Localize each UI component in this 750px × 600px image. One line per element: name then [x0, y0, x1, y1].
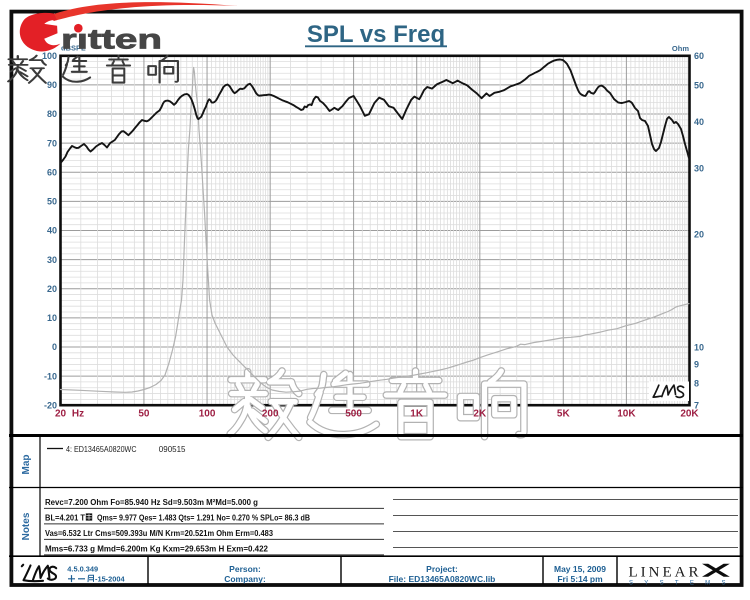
svg-text:70: 70	[47, 138, 57, 148]
svg-text:20K: 20K	[680, 409, 699, 420]
svg-text:LINEAR: LINEAR	[629, 564, 702, 580]
svg-text:10K: 10K	[617, 409, 636, 420]
svg-text:Hz: Hz	[72, 409, 84, 420]
svg-text:9: 9	[694, 360, 699, 370]
svg-text:090515: 090515	[159, 445, 186, 454]
svg-text:7: 7	[694, 400, 699, 410]
svg-text:100: 100	[42, 51, 57, 61]
svg-text:BL=4.201 T: BL=4.201 T	[45, 514, 85, 523]
svg-text:Person:: Person:	[229, 564, 261, 574]
svg-text:50: 50	[694, 81, 704, 91]
svg-text:Notes: Notes	[21, 512, 32, 540]
svg-text:40: 40	[47, 226, 57, 236]
svg-text:20: 20	[47, 284, 57, 294]
svg-text:Project:: Project:	[426, 564, 458, 574]
svg-text:10: 10	[694, 342, 704, 352]
svg-text:SPL vs Freq: SPL vs Freq	[307, 21, 445, 48]
svg-text:200: 200	[262, 409, 279, 420]
svg-text:-20: -20	[44, 400, 57, 410]
svg-text:20: 20	[55, 409, 67, 420]
svg-text:-10: -10	[44, 371, 57, 381]
svg-text:4: ED13465A0820WC: 4: ED13465A0820WC	[66, 445, 137, 454]
svg-text:30: 30	[47, 255, 57, 265]
svg-text:Fri 5:14 pm: Fri 5:14 pm	[557, 574, 603, 584]
svg-text:8: 8	[694, 379, 699, 389]
svg-text:1K: 1K	[410, 409, 424, 420]
svg-text:dBSPL: dBSPL	[61, 44, 86, 53]
svg-text:0: 0	[52, 342, 57, 352]
svg-text:Revc=7.200 Ohm Fo=85.940 Hz: Revc=7.200 Ohm Fo=85.940 Hz Sd=9.503m M²…	[45, 498, 258, 507]
svg-text:4.5.0.349: 4.5.0.349	[67, 565, 98, 574]
svg-text:Mms=6.733 g Mmd=6.200m Kg Kx: Mms=6.733 g Mmd=6.200m Kg Kxm=29.653m H …	[45, 545, 269, 554]
svg-text:File: ED13465A0820WC.lib: File: ED13465A0820WC.lib	[389, 574, 496, 584]
svg-text:Ohm: Ohm	[672, 44, 689, 53]
svg-text:10: 10	[47, 313, 57, 323]
svg-text:Qms= 9.977 Qes= 1.483 Qts= 1: Qms= 9.977 Qes= 1.483 Qts= 1.291 No= 0.2…	[97, 514, 310, 523]
svg-text:20: 20	[694, 230, 704, 240]
svg-text:Vas=6.532 Ltr Cms=509.393u M/: Vas=6.532 Ltr Cms=509.393u M/N Krm=20.52…	[45, 529, 274, 538]
svg-text:80: 80	[47, 109, 57, 119]
svg-text:Map: Map	[21, 455, 32, 475]
svg-text:60: 60	[47, 168, 57, 178]
svg-text:100: 100	[199, 409, 216, 420]
svg-text:Company:: Company:	[224, 574, 266, 584]
svg-text:50: 50	[138, 409, 150, 420]
svg-text:2K: 2K	[473, 409, 487, 420]
svg-text:60: 60	[694, 51, 704, 61]
svg-text:May 15, 2009: May 15, 2009	[554, 564, 606, 574]
svg-text:90: 90	[47, 80, 57, 90]
svg-text:40: 40	[694, 117, 704, 127]
svg-text:500: 500	[345, 409, 362, 420]
svg-text:5K: 5K	[557, 409, 571, 420]
svg-text:SYSTEMS: SYSTEMS	[629, 580, 737, 586]
svg-text:-15-2004: -15-2004	[95, 575, 125, 584]
svg-text:30: 30	[694, 164, 704, 174]
svg-text:50: 50	[47, 197, 57, 207]
